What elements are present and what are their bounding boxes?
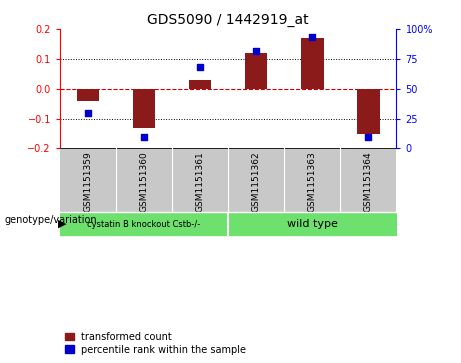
Point: [196, 64, 204, 70]
Bar: [77, 89, 99, 101]
Point: [365, 134, 372, 139]
Text: wild type: wild type: [287, 219, 338, 229]
Point: [309, 34, 316, 40]
Text: GSM1151359: GSM1151359: [83, 152, 93, 212]
Text: GSM1151361: GSM1151361: [195, 152, 205, 212]
Text: GSM1151364: GSM1151364: [364, 152, 373, 212]
Text: GSM1151360: GSM1151360: [140, 152, 148, 212]
Point: [140, 134, 148, 139]
Text: ▶: ▶: [58, 218, 66, 228]
Text: genotype/variation: genotype/variation: [5, 215, 97, 225]
Bar: [189, 80, 211, 89]
Title: GDS5090 / 1442919_at: GDS5090 / 1442919_at: [148, 13, 309, 26]
Text: cystatin B knockout Cstb-/-: cystatin B knockout Cstb-/-: [88, 220, 201, 229]
Legend: transformed count, percentile rank within the sample: transformed count, percentile rank withi…: [65, 332, 246, 355]
Point: [84, 110, 92, 115]
Bar: [245, 53, 267, 89]
Text: GSM1151362: GSM1151362: [252, 152, 261, 212]
Point: [253, 48, 260, 53]
Bar: [357, 89, 379, 134]
Bar: [301, 38, 324, 89]
Bar: [133, 89, 155, 127]
Text: GSM1151363: GSM1151363: [308, 152, 317, 212]
